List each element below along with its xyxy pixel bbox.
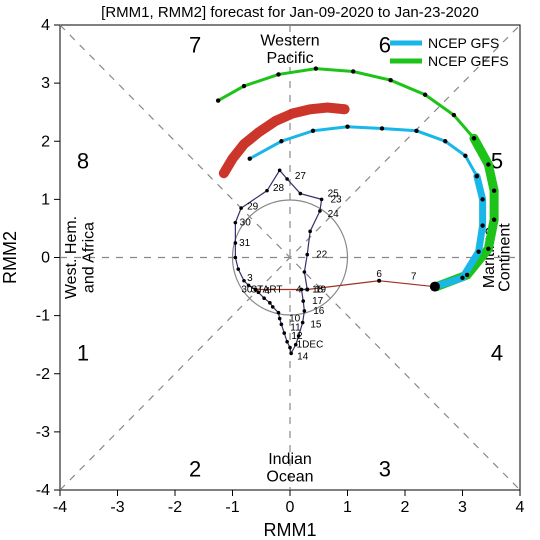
y-tick-label: 1 (41, 191, 50, 208)
gfs-track-1 (250, 127, 477, 176)
y-tick-label: 4 (41, 17, 50, 34)
x-tick-label: 0 (286, 499, 295, 516)
forecast-start-marker (430, 282, 440, 292)
obs-pt-label: 17 (312, 296, 324, 307)
x-tick-label: 2 (401, 499, 410, 516)
phase-number: 1 (77, 340, 89, 365)
obs-pt-label: 16 (313, 306, 325, 317)
obs-pt-label: 19 (315, 284, 327, 295)
rmm-phase-diagram: -4-4-3-3-2-2-1-1001122334412345678Wester… (0, 0, 540, 540)
chart-title: [RMM1, RMM2] forecast for Jan-09-2020 to… (101, 4, 479, 21)
x-tick-label: 1 (343, 499, 352, 516)
region-top-2: Pacific (266, 50, 313, 67)
x-tick-label: 4 (516, 499, 525, 516)
obs-pt-label: 24 (328, 209, 340, 220)
obs-pt-label: 12 (291, 331, 303, 342)
pt-label: 6 (376, 269, 382, 280)
obs-pt-label: 30 (241, 284, 253, 295)
pt-label: 7 (411, 272, 417, 283)
phase-number: 8 (77, 149, 89, 174)
obs-track (235, 170, 321, 353)
phase-number: 2 (189, 457, 201, 482)
x-axis-label: RMM1 (264, 520, 317, 540)
region-bottom-1: Indian (268, 451, 312, 468)
phase-number: 4 (491, 340, 503, 365)
x-tick-label: -4 (53, 499, 67, 516)
y-tick-label: -4 (36, 482, 50, 499)
obs-pt-label: 29 (247, 201, 259, 212)
x-tick-label: -3 (110, 499, 124, 516)
obs-pt-label: 4 (296, 284, 302, 295)
x-tick-label: 3 (458, 499, 467, 516)
x-tick-label: -1 (225, 499, 239, 516)
region-bottom-2: Ocean (266, 468, 313, 485)
region-top-1: Western (260, 32, 319, 49)
legend-label: NCEP GFS (428, 35, 499, 51)
x-tick-label: -2 (168, 499, 182, 516)
phase-number: 6 (379, 32, 391, 57)
y-tick-label: -1 (36, 308, 50, 325)
y-tick-label: 3 (41, 75, 50, 92)
region-left-2: and Africa (80, 222, 97, 293)
region-left-1: West. Hem. (63, 216, 80, 299)
y-axis-label: RMM2 (0, 231, 20, 284)
obs-pt-label: 30 (240, 218, 252, 229)
y-tick-label: -3 (36, 424, 50, 441)
obs-pt-label: 15 (310, 319, 322, 330)
y-tick-label: 2 (41, 133, 50, 150)
obs-pt-label: 3 (247, 273, 253, 284)
obs-pt-label: 22 (316, 250, 328, 261)
legend-label: NCEP GEFS (428, 53, 509, 69)
obs-pt-label: 28 (273, 183, 285, 194)
y-tick-label: -2 (36, 366, 50, 383)
phase-number: 3 (379, 457, 391, 482)
obs-pt-label: 4 (264, 286, 270, 297)
phase-number: 7 (189, 32, 201, 57)
obs-pt-label: 31 (239, 238, 251, 249)
y-tick-label: 0 (41, 250, 50, 267)
obs-pt-label: 14 (297, 351, 309, 362)
obs-pt-label: 25 (328, 189, 340, 200)
region-right-2: Continent (497, 223, 514, 292)
obs-pt-label: 27 (295, 171, 307, 182)
